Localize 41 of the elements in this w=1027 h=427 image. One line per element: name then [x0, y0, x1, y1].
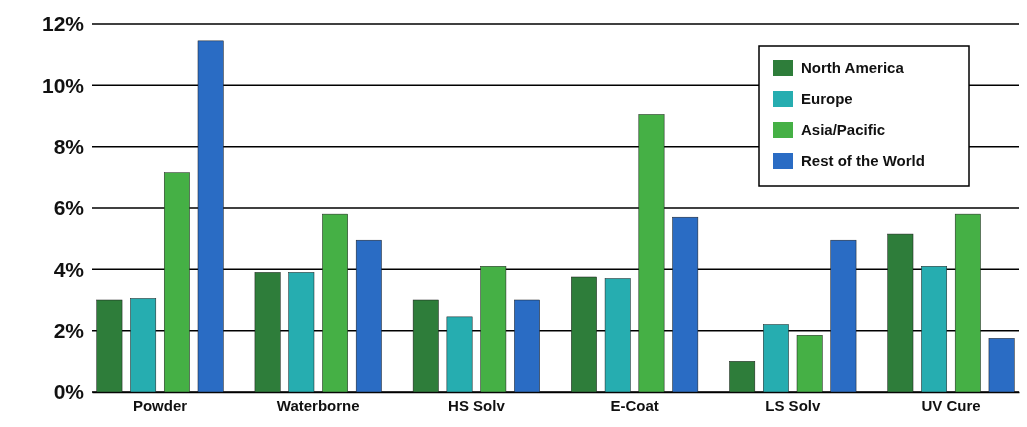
- bar: [672, 216, 699, 393]
- y-tick-label: 2%: [53, 318, 85, 342]
- bar: [254, 272, 281, 393]
- bar: [288, 272, 315, 393]
- x-tick-label: Powder: [132, 396, 188, 414]
- x-tick-label: HS Solv: [448, 396, 506, 414]
- bar: [954, 213, 981, 393]
- y-tick-label: 8%: [53, 134, 85, 158]
- bar: [638, 114, 665, 393]
- bar: [571, 276, 597, 393]
- legend-label: Rest of the World: [801, 152, 925, 169]
- bar: [96, 299, 123, 393]
- y-tick-label: 10%: [41, 73, 85, 97]
- bar: [796, 335, 823, 393]
- legend-label: North America: [801, 59, 905, 76]
- x-tick-label: Waterborne: [276, 396, 360, 414]
- bar: [763, 324, 789, 393]
- y-tick-label: 12%: [41, 12, 85, 36]
- bar: [921, 266, 948, 393]
- bar: [322, 213, 348, 393]
- bar: [830, 239, 857, 393]
- bar: [514, 299, 540, 393]
- x-tick-label: UV Cure: [921, 396, 981, 414]
- y-tick-label: 4%: [53, 257, 85, 281]
- bar: [604, 278, 631, 393]
- bar: [163, 172, 190, 393]
- y-tick-label: 6%: [53, 196, 85, 220]
- bar: [446, 316, 473, 393]
- bar: [988, 338, 1015, 393]
- x-tick-label: LS Solv: [765, 396, 821, 414]
- x-tick-label: E-Coat: [610, 396, 659, 414]
- bar: [887, 233, 914, 393]
- bar: [412, 299, 439, 393]
- y-tick-label: 0%: [53, 380, 85, 404]
- bar: [355, 239, 382, 393]
- bar: [480, 266, 507, 393]
- legend-label: Europe: [801, 90, 853, 107]
- bar: [130, 298, 157, 393]
- legend-label: Asia/Pacific: [801, 121, 886, 138]
- bar: [197, 40, 224, 393]
- bar: [729, 361, 756, 393]
